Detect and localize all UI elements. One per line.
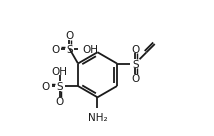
Text: OH: OH — [83, 45, 99, 55]
Text: NH₂: NH₂ — [88, 112, 107, 123]
Text: OH: OH — [52, 67, 68, 77]
Text: O: O — [51, 45, 59, 55]
Text: O: O — [131, 45, 139, 55]
Text: O: O — [41, 82, 49, 92]
Text: S: S — [132, 60, 139, 69]
Text: O: O — [131, 74, 139, 84]
Text: O: O — [56, 97, 64, 107]
Text: S: S — [56, 82, 63, 92]
Text: O: O — [65, 31, 74, 41]
Text: S: S — [66, 45, 73, 55]
